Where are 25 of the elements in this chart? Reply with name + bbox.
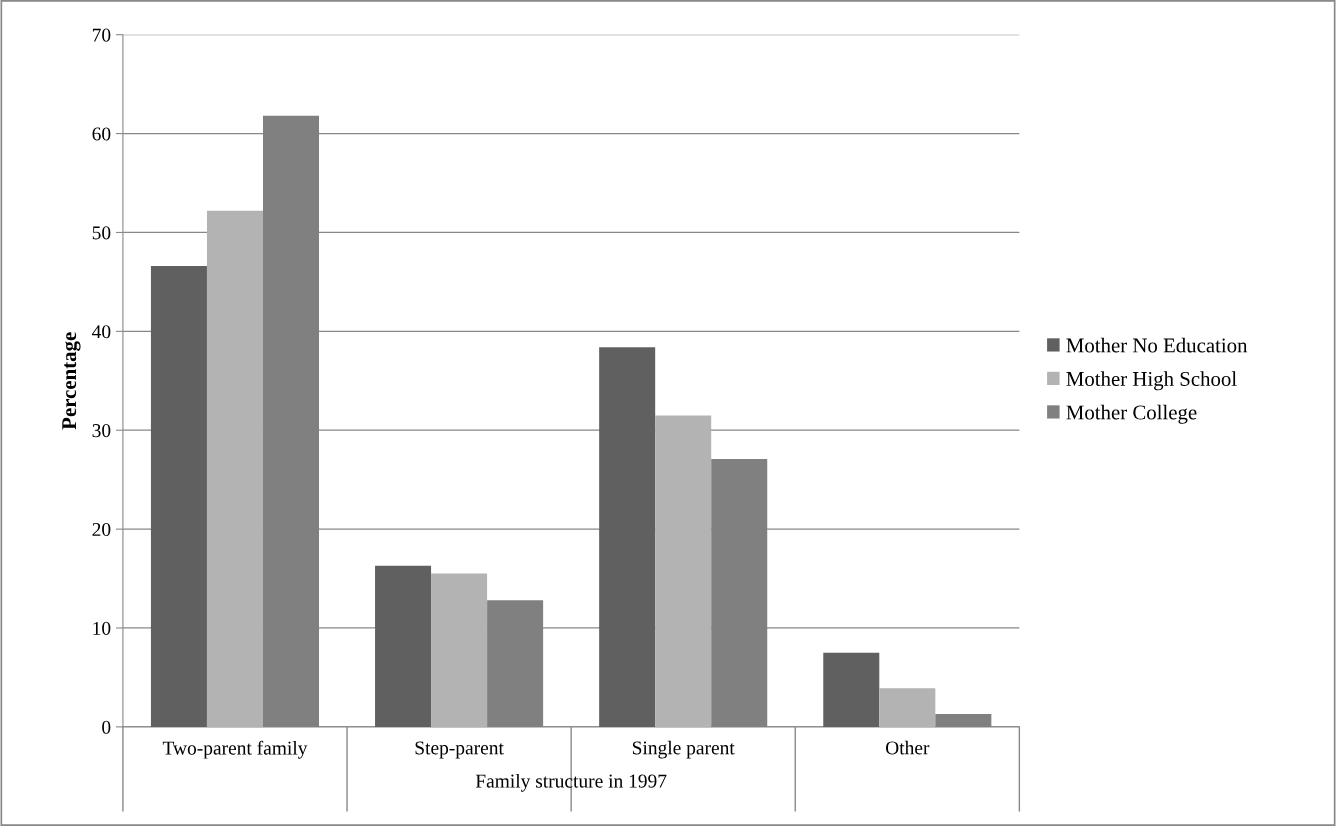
- y-tick-label: 50: [92, 226, 111, 240]
- x-tick-label: Two-parent family: [162, 740, 308, 759]
- x-tick-label: Step-parent: [415, 741, 504, 759]
- bar: [375, 565, 432, 727]
- y-tick-label: 0: [102, 720, 111, 734]
- y-tick-label: 40: [92, 325, 111, 339]
- bar: [823, 652, 880, 727]
- y-axis-title: Percentage: [62, 332, 81, 430]
- legend-label: Mother High School: [1066, 371, 1237, 391]
- legend-label: Mother No Education: [1066, 337, 1248, 353]
- y-tick-label: 30: [92, 424, 111, 438]
- y-tick-label: 70: [92, 28, 111, 42]
- x-tick-label: Other: [885, 740, 930, 755]
- bar: [599, 347, 656, 727]
- legend-label: Mother College: [1066, 404, 1197, 424]
- bar: [879, 688, 936, 727]
- bar: [150, 266, 207, 727]
- bar: [206, 210, 263, 727]
- y-tick-label: 10: [93, 621, 111, 635]
- x-axis-title: Family structure in 1997: [475, 773, 667, 792]
- y-tick-label: 20: [92, 522, 111, 537]
- y-tick-label: 60: [92, 127, 111, 141]
- bar: [431, 573, 488, 727]
- x-tick-label: Single parent: [632, 740, 735, 759]
- bar: [655, 415, 712, 727]
